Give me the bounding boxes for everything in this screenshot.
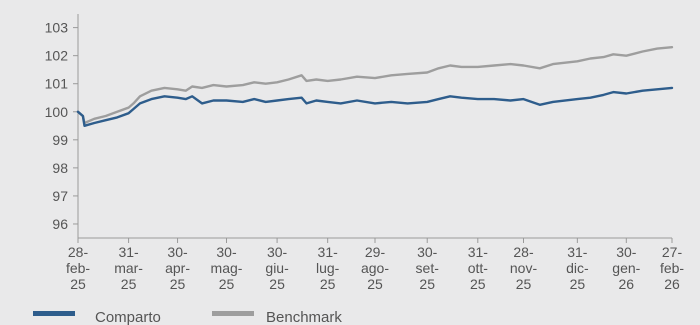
x-tick-label: 30-mag-25	[211, 244, 243, 292]
x-tick-label: 30-giu-25	[265, 244, 289, 292]
x-tick-label-line: 26	[619, 276, 635, 292]
x-tick-label-line: 31-	[468, 244, 489, 260]
x-tick-label-line: 25	[419, 276, 435, 292]
x-tick-label: 31-dic-25	[566, 244, 589, 292]
x-tick-label-line: 25	[269, 276, 285, 292]
y-axis-ticks: 96 97 98 99 100 101 102 103	[45, 20, 78, 232]
x-tick-label: 31-ott-25	[468, 244, 489, 292]
legend-label: Comparto	[95, 309, 161, 325]
x-tick-label: 30-gen-26	[612, 244, 640, 292]
x-tick-label-line: 25	[70, 276, 86, 292]
legend-swatch	[33, 311, 75, 316]
y-tick-label: 97	[52, 188, 68, 204]
x-tick-label-line: 30-	[267, 244, 288, 260]
x-tick-label: 31-mar-25	[114, 244, 143, 292]
x-tick-label-line: 29-	[365, 244, 386, 260]
y-tick-label: 102	[45, 48, 69, 64]
x-tick-label-line: feb-	[660, 260, 684, 276]
x-tick-label-line: giu-	[265, 260, 289, 276]
y-tick-label: 99	[52, 132, 68, 148]
series-line-benchmark	[76, 46, 674, 125]
x-tick-label: 31-lug-25	[316, 244, 340, 292]
y-tick-label: 101	[45, 76, 69, 92]
x-axis-ticks: 28-feb-2531-mar-2530-apr-2530-mag-2530-g…	[66, 238, 684, 292]
x-tick-label-line: 25	[121, 276, 137, 292]
y-tick-label: 98	[52, 160, 68, 176]
x-tick-label-line: feb-	[66, 260, 90, 276]
x-tick-label-line: ago-	[361, 260, 389, 276]
x-tick-label-line: 31-	[567, 244, 588, 260]
x-tick-label-line: 25	[170, 276, 186, 292]
legend: Comparto Benchmark	[33, 309, 342, 325]
x-tick-label-line: 25	[320, 276, 336, 292]
x-tick-label-line: 28-	[513, 244, 534, 260]
x-tick-label-line: 30-	[167, 244, 188, 260]
x-tick-label-line: mar-	[114, 260, 143, 276]
x-tick-label-line: 31-	[318, 244, 339, 260]
y-tick-label: 96	[52, 216, 68, 232]
x-tick-label-line: 26	[664, 276, 680, 292]
x-tick-label: 29-ago-25	[361, 244, 389, 292]
chart-axes	[77, 14, 672, 239]
x-tick-label-line: gen-	[612, 260, 640, 276]
x-tick-label: 28-nov-25	[510, 244, 538, 292]
x-tick-label-line: mag-	[211, 260, 243, 276]
x-tick-label-line: 25	[470, 276, 486, 292]
x-tick-label: 30-set-25	[416, 244, 440, 292]
x-tick-label-line: dic-	[566, 260, 589, 276]
x-tick-label-line: 31-	[118, 244, 139, 260]
x-tick-label: 28-feb-25	[66, 244, 90, 292]
x-tick-label-line: 30-	[216, 244, 237, 260]
y-tick-label: 103	[45, 20, 69, 36]
legend-swatch	[212, 311, 254, 316]
x-tick-label-line: 27-	[662, 244, 683, 260]
y-tick-label: 100	[45, 104, 69, 120]
series-lines	[76, 46, 674, 127]
x-tick-label: 27-feb-26	[660, 244, 684, 292]
x-tick-label-line: ott-	[468, 260, 489, 276]
x-tick-label-line: nov-	[510, 260, 538, 276]
x-tick-label-line: 25	[367, 276, 383, 292]
series-line-comparto	[76, 86, 674, 127]
x-tick-label-line: 25	[219, 276, 235, 292]
x-tick-label-line: 30-	[616, 244, 637, 260]
legend-label: Benchmark	[266, 309, 342, 325]
x-tick-label-line: 28-	[68, 244, 89, 260]
x-tick-label-line: lug-	[316, 260, 340, 276]
x-tick-label-line: 25	[516, 276, 532, 292]
x-tick-label: 30-apr-25	[165, 244, 190, 292]
x-tick-label-line: 25	[570, 276, 586, 292]
x-tick-label-line: set-	[416, 260, 440, 276]
x-tick-label-line: 30-	[417, 244, 438, 260]
x-tick-label-line: apr-	[165, 260, 190, 276]
